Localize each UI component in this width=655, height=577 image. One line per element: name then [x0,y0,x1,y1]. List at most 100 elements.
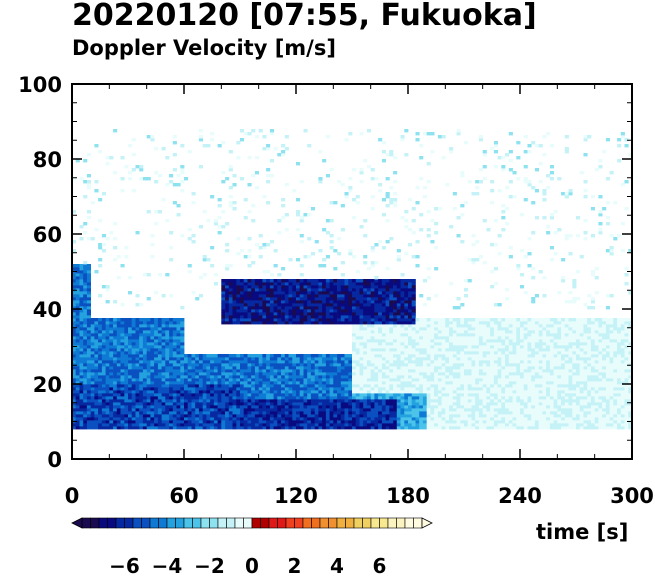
heatmap-cell [240,300,245,304]
heatmap-cell [437,348,442,352]
heatmap-cell [116,333,121,337]
heatmap-cell [154,222,159,226]
heatmap-cell [75,426,80,430]
heatmap-cell [284,288,289,292]
heatmap-cell [325,297,330,301]
heatmap-cell [482,387,487,391]
heatmap-cell [210,393,215,397]
heatmap-cell [135,336,140,340]
heatmap-cell [72,405,77,409]
heatmap-cell [154,378,159,382]
heatmap-cell [329,240,334,244]
heatmap-cell [314,366,319,370]
heatmap-cell [475,414,480,418]
heatmap-cell [169,390,174,394]
heatmap-cell [355,405,360,409]
heatmap-cell [378,336,383,340]
heatmap-cell [243,312,248,316]
heatmap-cell [296,291,301,295]
heatmap-cell [352,384,357,388]
heatmap-cell [437,207,442,211]
heatmap-cell [415,372,420,376]
heatmap-cell [142,411,147,415]
heatmap-cell [467,366,472,370]
heatmap-cell [247,210,252,214]
heatmap-cell [396,327,401,331]
heatmap-cell [400,426,405,430]
heatmap-cell [161,384,166,388]
heatmap-cell [169,396,174,400]
heatmap-cell [303,309,308,313]
heatmap-cell [352,306,357,310]
heatmap-cell [307,381,312,385]
heatmap-cell [430,360,435,364]
heatmap-cell [169,426,174,430]
heatmap-cell [135,360,140,364]
heatmap-cell [165,414,170,418]
heatmap-cell [340,309,345,313]
heatmap-cell [464,384,469,388]
heatmap-cell [348,366,353,370]
heatmap-cell [161,423,166,427]
heatmap-cell [415,426,420,430]
heatmap-cell [172,153,177,157]
heatmap-cell [109,420,114,424]
heatmap-cell [98,219,103,223]
heatmap-cell [161,294,166,298]
heatmap-cell [296,162,301,166]
heatmap-cell [247,360,252,364]
heatmap-cell [195,357,200,361]
heatmap-cell [116,321,121,325]
heatmap-cell [288,384,293,388]
heatmap-cell [86,393,91,397]
heatmap-cell [236,423,241,427]
heatmap-cell [161,396,166,400]
heatmap-cell [221,414,226,418]
heatmap-cell [142,345,147,349]
heatmap-cell [258,390,263,394]
heatmap-cell [393,282,398,286]
heatmap-cell [109,393,114,397]
heatmap-cell [366,327,371,331]
heatmap-cell [355,336,360,340]
heatmap-cell [161,360,166,364]
heatmap-cell [180,168,185,172]
heatmap-cell [314,387,319,391]
heatmap-cell [258,312,263,316]
heatmap-cell [337,402,342,406]
heatmap-cell [83,354,88,358]
heatmap-cell [172,363,177,367]
heatmap-cell [198,390,203,394]
heatmap-cell [318,357,323,361]
heatmap-cell [378,285,383,289]
heatmap-cell [441,342,446,346]
heatmap-cell [475,192,480,196]
heatmap-cell [225,375,230,379]
heatmap-cell [475,363,480,367]
heatmap-cell [475,333,480,337]
heatmap-cell [105,375,110,379]
heatmap-cell [202,426,207,430]
heatmap-cell [322,390,327,394]
heatmap-cell [322,264,327,268]
heatmap-cell [478,375,483,379]
heatmap-cell [486,369,491,373]
heatmap-cell [79,375,84,379]
heatmap-cell [475,366,480,370]
heatmap-cell [378,366,383,370]
heatmap-cell [340,396,345,400]
heatmap-cell [490,324,495,328]
heatmap-cell [344,378,349,382]
heatmap-cell [228,366,233,370]
heatmap-cell [337,300,342,304]
heatmap-cell [366,393,371,397]
heatmap-cell [113,366,118,370]
heatmap-cell [142,333,147,337]
heatmap-cell [329,378,334,382]
heatmap-cell [310,288,315,292]
heatmap-cell [366,372,371,376]
heatmap-cell [113,246,118,250]
heatmap-cell [273,426,278,430]
heatmap-cell [296,210,301,214]
heatmap-cell [449,399,454,403]
